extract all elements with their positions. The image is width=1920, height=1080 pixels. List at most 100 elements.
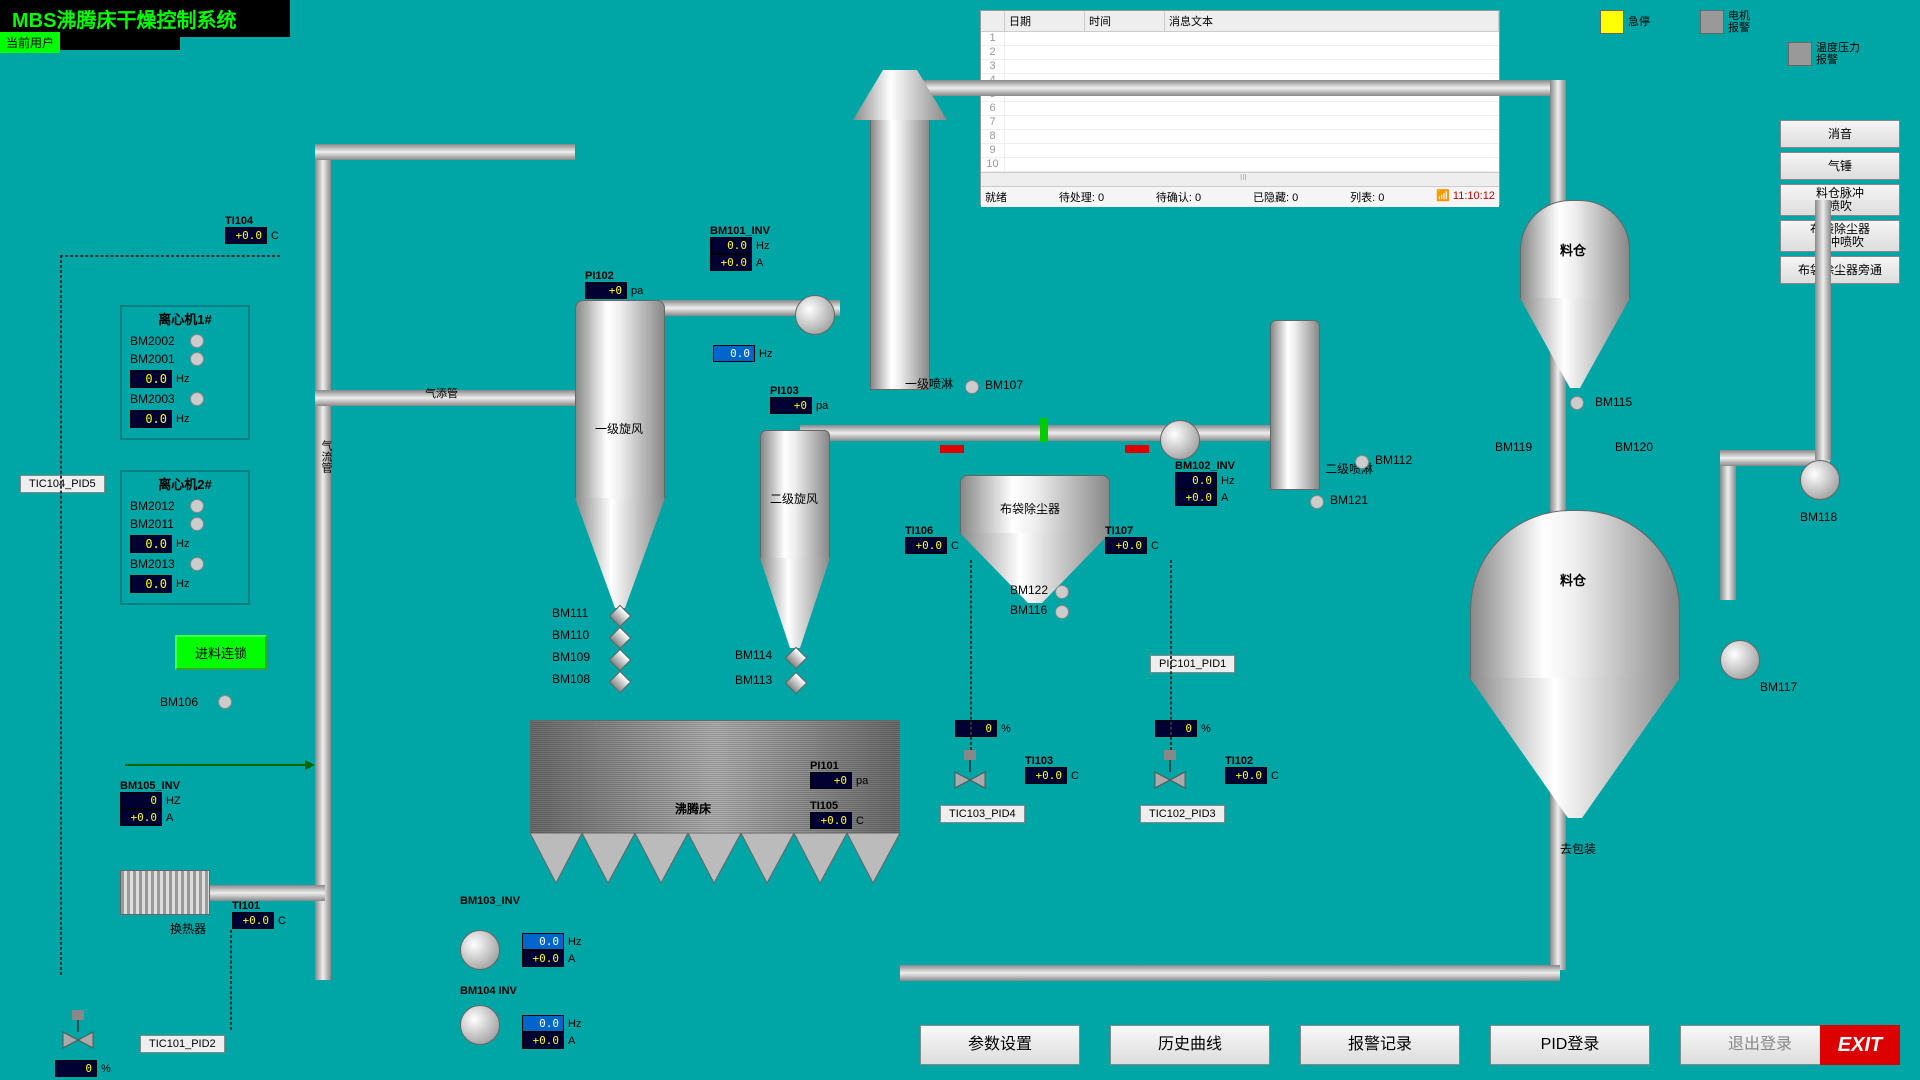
heater-label: 换热器 [170,920,206,937]
lbl-bm113: BM113 [735,673,772,687]
btn-mute[interactable]: 消音 [1780,120,1900,148]
lbl-bm122: BM122 [1010,583,1048,597]
silo-1-label: 料仓 [1560,240,1586,259]
alarm-motor[interactable]: 电机 报警 [1700,10,1750,34]
spray-1 [870,110,930,390]
lbl-bm110: BM110 [552,628,589,642]
valve-bm111[interactable] [609,605,632,628]
valve-bm114[interactable] [785,647,808,670]
pct-tic102: 0% [1155,720,1211,737]
duct-label-1: 气添管 [425,385,458,401]
tag-ti102: TI102 +0.0C [1225,755,1279,784]
pid-tic104[interactable]: TIC104_PID5 [20,475,105,493]
dot-bm121 [1310,495,1324,509]
pid-tic103[interactable]: TIC103_PID4 [940,805,1025,823]
panel-centrifuge-2: 离心机2# BM2012 BM2011 0.0Hz BM2013 0.0Hz [120,470,250,605]
btn-pid-login[interactable]: PID登录 [1490,1025,1650,1065]
tag-bm101-set[interactable]: 0.0Hz [713,345,772,362]
dot-bm107 [965,380,979,394]
duct-label-2: 气流管 [318,440,334,473]
cyclone-1 [575,300,665,500]
lbl-bm111: BM111 [552,606,588,620]
dot-bm106 [218,695,232,709]
pid-tic102[interactable]: TIC102_PID3 [1140,805,1225,823]
valve-bm113[interactable] [785,672,808,695]
lbl-bm106: BM106 [160,695,198,709]
lbl-bm114: BM114 [735,648,772,662]
feed-arrow [125,760,315,770]
btn-hammer[interactable]: 气锤 [1780,152,1900,180]
btn-feed-interlock[interactable]: 进料连锁 [175,635,267,670]
lbl-bm116: BM116 [1010,603,1047,617]
alarm-estop[interactable]: 急停 [1600,10,1650,34]
message-header: 日期 时间 消息文本 [981,11,1499,32]
btn-logout[interactable]: 退出登录 [1680,1025,1840,1065]
message-scrollbar[interactable] [981,172,1499,186]
bed-label: 沸腾床 [675,800,711,817]
tag-ti101: TI101 +0.0C [232,900,286,929]
btn-exit[interactable]: EXIT [1820,1025,1900,1065]
lbl-bm119: BM119 [1495,440,1532,454]
btn-bag-pulse[interactable]: 布袋除尘器 脉冲喷吹 [1780,220,1900,252]
lbl-bm109: BM109 [552,650,590,664]
signal-line-4 [230,930,232,1030]
fan-bm103[interactable] [460,930,510,980]
message-rows[interactable]: 12345678910 [981,32,1499,172]
bag-label: 布袋除尘器 [1000,500,1060,517]
tag-pi101: PI101 +0pa [810,760,868,789]
valve-bm110[interactable] [609,627,632,650]
btn-silo-pulse[interactable]: 料仓脉冲 喷吹 [1780,184,1900,216]
valve-tic102[interactable] [1150,750,1190,790]
tag-bm103: BM103_INV [460,895,520,907]
silo-2-cone [1470,678,1680,828]
pipe-top-long [880,80,1550,96]
pid-tic101[interactable]: TIC101_PID2 [140,1035,225,1053]
btn-params[interactable]: 参数设置 [920,1025,1080,1065]
tag-pi102: PI102 +0pa [585,270,643,299]
silo-2 [1470,510,1680,680]
user-value [60,32,180,50]
lbl-bm107: BM107 [985,378,1023,392]
manifold-red-2 [1125,445,1149,453]
valve-tic103[interactable] [950,750,990,790]
silo-1-cone [1520,298,1630,388]
tag-bm103-vals: 0.0Hz +0.0A [522,933,581,967]
signal-line-3 [1170,560,1172,750]
btn-bag-bypass[interactable]: 布袋除尘器旁通 [1780,256,1900,284]
fan-bm118[interactable] [1800,460,1850,510]
temp-indicator [1788,42,1812,66]
pipe-top-h [315,144,575,160]
signal-line-1b [60,255,280,257]
pipe-stack [1815,200,1831,460]
valve-tic101[interactable] [58,1010,98,1050]
btn-alarms[interactable]: 报警记录 [1300,1025,1460,1065]
tag-ti105: TI105 +0.0C [810,800,864,829]
cyclone-2-cone [760,558,830,648]
tag-pi103: PI103 +0pa [770,385,828,414]
fan-bm101[interactable] [795,295,845,345]
heat-exchanger [120,870,210,915]
cyclone-2-label: 二级旋风 [770,490,818,507]
tag-ti107: TI107 +0.0C [1105,525,1159,554]
pack-label: 去包装 [1560,840,1596,857]
dot-bm112 [1355,455,1369,469]
valve-bm108[interactable] [609,671,632,694]
lbl-bm112: BM112 [1375,453,1412,467]
valve-bm109[interactable] [609,649,632,672]
dot-bm115 [1570,396,1584,410]
bed-hoppers [530,833,900,888]
spray-2 [1270,320,1320,490]
pid-pic101[interactable]: PIC101_PID1 [1150,655,1235,673]
alarm-temp[interactable]: 温度压力 报警 [1788,42,1860,66]
btn-history[interactable]: 历史曲线 [1110,1025,1270,1065]
lbl-bm121: BM121 [1330,493,1368,507]
pct-tic103: 0% [955,720,1011,737]
message-table: 日期 时间 消息文本 12345678910 就绪 待处理: 0 待确认: 0 … [980,10,1500,205]
fan-bm104[interactable] [460,1005,510,1055]
pipe-main-vertical [315,160,331,980]
pipe-heater [210,885,325,901]
cyclone-1-cone [575,498,665,608]
manifold-red-1 [940,445,964,453]
lbl-bm108: BM108 [552,672,590,686]
dot-bm116 [1055,605,1069,619]
